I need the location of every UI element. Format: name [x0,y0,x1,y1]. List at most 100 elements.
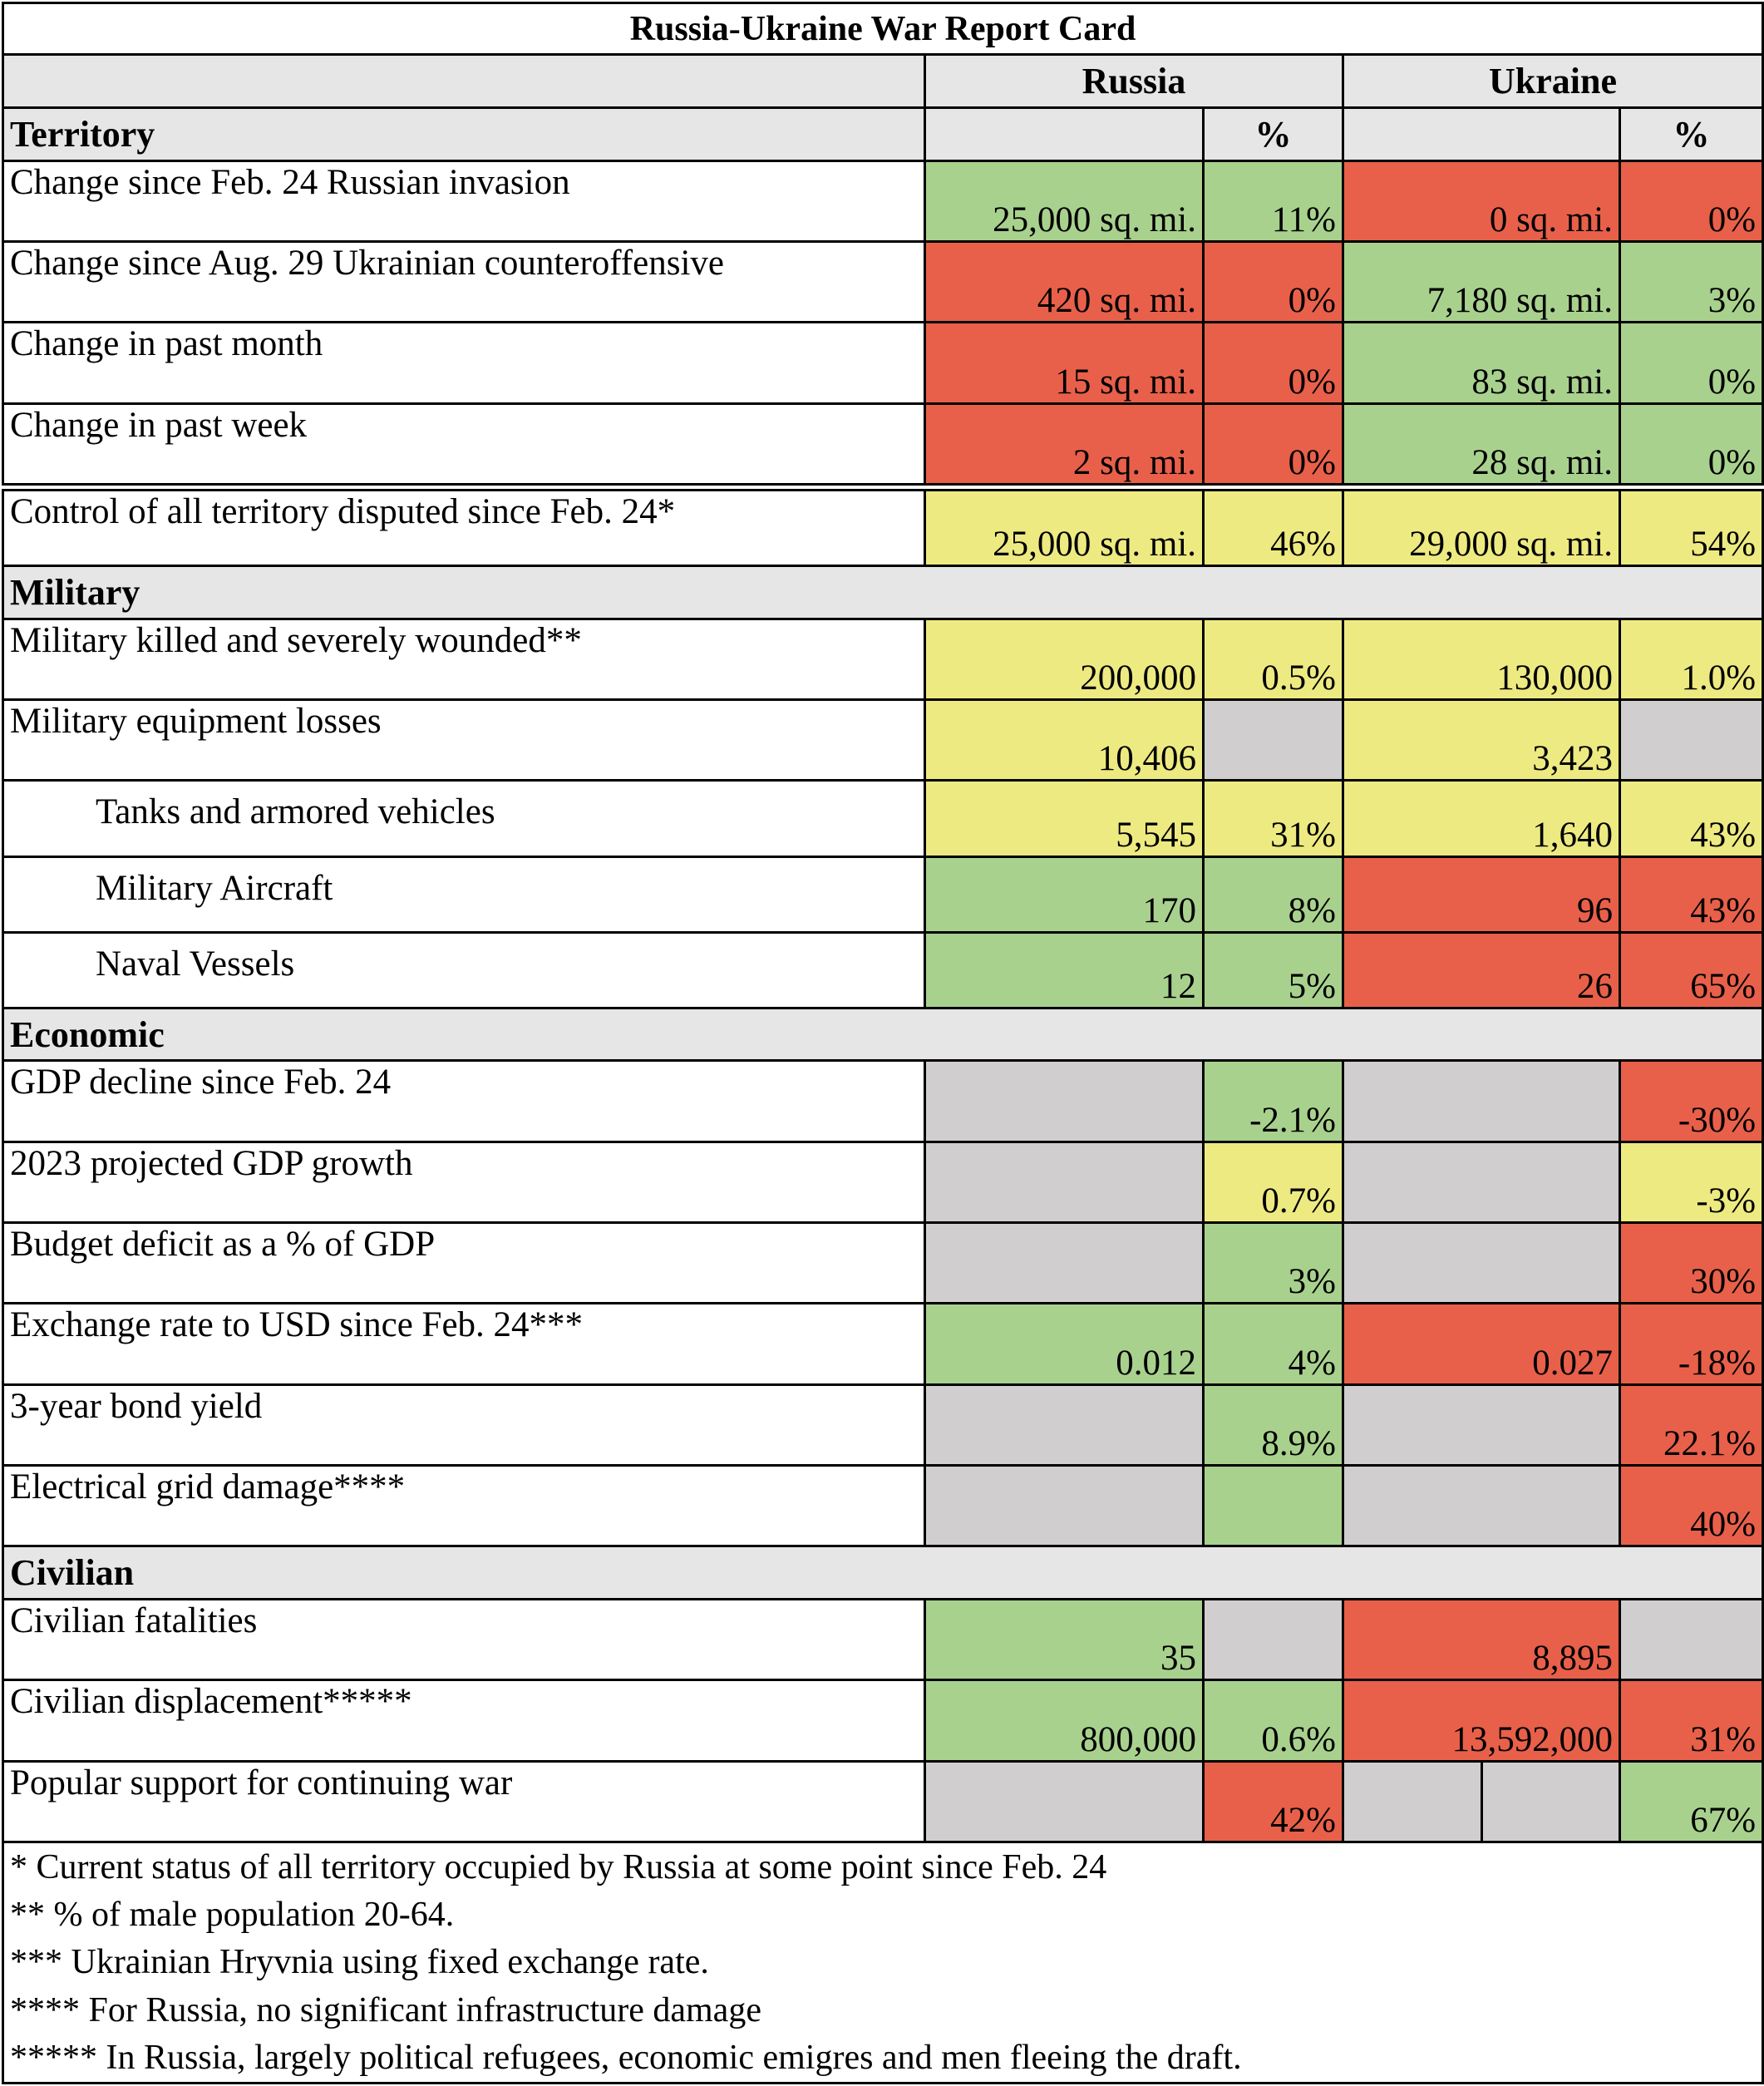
ukraine-value [1342,1221,1621,1305]
footnote: *** Ukrainian Hryvnia using fixed exchan… [1,1938,1764,1986]
russia-value: 12 [924,930,1205,1009]
table-row: Change since Feb. 24 Russian invasion 25… [2,159,1764,243]
row-label: Change in past week [2,402,926,489]
section-military: Military [1,565,1764,620]
title-row: Russia-Ukraine War Report Card [1,1,1764,57]
row-label: Military equipment losses [2,698,926,782]
row-label: Change in past month [2,321,926,405]
ukraine-pct: -30% [1618,1059,1764,1143]
ukraine-pct: 67% [1618,1759,1764,1843]
footnote: ** % of male population 20-64. [1,1891,1764,1939]
table-row: Civilian fatalities 35 8,895 [2,1597,1764,1682]
ukraine-value: 83 sq. mi. [1342,321,1621,405]
ukraine-value: 130,000 [1342,617,1621,702]
russia-value: 420 sq. mi. [924,239,1205,324]
row-label: Tanks and armored vehicles [2,779,926,858]
russia-pct: 0.7% [1202,1140,1344,1225]
section-title: Territory [2,106,926,162]
table-row: Control of all territory disputed since … [2,482,1764,568]
russia-value [924,1221,1205,1305]
russia-header: Russia [924,53,1344,109]
table-row: Civilian displacement***** 800,000 0.6% … [2,1679,1764,1763]
table-row: Military killed and severely wounded** 2… [2,617,1764,702]
table-row: Tanks and armored vehicles 5,545 31% 1,6… [2,779,1764,858]
ukraine-extra-cell [1481,1759,1621,1843]
russia-value: 170 [924,855,1205,934]
table-row: Military Aircraft 170 8% 96 43% [2,855,1764,934]
russia-value [924,1059,1205,1143]
russia-pct [1202,698,1344,782]
ukraine-pct: 43% [1618,855,1764,934]
ukraine-value: 26 [1342,930,1621,1009]
ukraine-value: 0.027 [1342,1302,1621,1386]
russia-pct: 0.6% [1202,1679,1344,1763]
section-civilian: Civilian [1,1545,1764,1600]
russia-pct: 0% [1202,321,1344,405]
row-label: GDP decline since Feb. 24 [2,1059,926,1143]
russia-pct [1202,1597,1344,1682]
russia-pct [1202,1464,1344,1548]
russia-pct: 11% [1202,159,1344,243]
footnote: * Current status of all territory occupi… [1,1840,1764,1891]
table-row: 3-year bond yield 8.9% 22.1% [2,1383,1764,1467]
russia-value-header [924,106,1205,162]
ukraine-value: 96 [1342,855,1621,934]
ukraine-pct [1618,1597,1764,1682]
section-territory: Territory % % [2,106,1764,162]
row-label: Exchange rate to USD since Feb. 24*** [2,1302,926,1386]
header-blank [2,53,926,109]
footnote-row: **** For Russia, no significant infrastr… [1,1986,1764,2034]
ukraine-pct: -18% [1618,1302,1764,1386]
ukraine-value [1342,1140,1621,1225]
table-row: Popular support for continuing war 42% 6… [2,1759,1764,1843]
russia-value: 35 [924,1597,1205,1682]
ukraine-pct: 31% [1618,1679,1764,1763]
russia-value: 25,000 sq. mi. [924,159,1205,243]
ukraine-pct: 22.1% [1618,1383,1764,1467]
footnote-row: ** % of male population 20-64. [1,1891,1764,1939]
ukraine-pct: 0% [1618,321,1764,405]
table-row: GDP decline since Feb. 24 -2.1% -30% [2,1059,1764,1143]
ukraine-pct: 0% [1618,402,1764,489]
ukraine-value: 13,592,000 [1342,1679,1621,1763]
footnote: ***** In Russia, largely political refug… [1,2034,1764,2085]
section-title: Military [1,565,1764,620]
russia-pct: 3% [1202,1221,1344,1305]
country-header-row: Russia Ukraine [2,53,1764,109]
ukraine-value: 1,640 [1342,779,1621,858]
russia-value [924,1759,1205,1843]
russia-value [924,1383,1205,1467]
row-label: Civilian fatalities [2,1597,926,1682]
ukraine-pct: -3% [1618,1140,1764,1225]
russia-value [924,1140,1205,1225]
ukraine-value: 3,423 [1342,698,1621,782]
russia-pct: 31% [1202,779,1344,858]
russia-value: 25,000 sq. mi. [924,482,1205,568]
ukraine-value [1342,1383,1621,1467]
russia-pct: 8% [1202,855,1344,934]
report-title: Russia-Ukraine War Report Card [1,1,1764,57]
row-label: Naval Vessels [2,930,926,1009]
russia-pct: 5% [1202,930,1344,1009]
russia-pct: 0.5% [1202,617,1344,702]
row-label: Electrical grid damage**** [2,1464,926,1548]
russia-pct: -2.1% [1202,1059,1344,1143]
section-economic: Economic [1,1006,1764,1063]
footnote-row: *** Ukrainian Hryvnia using fixed exchan… [1,1938,1764,1986]
russia-pct: 8.9% [1202,1383,1344,1467]
ukraine-value [1342,1059,1621,1143]
row-label: Change since Aug. 29 Ukrainian counterof… [2,239,926,324]
table-row: Change since Aug. 29 Ukrainian counterof… [2,239,1764,324]
table-row: 2023 projected GDP growth 0.7% -3% [2,1140,1764,1225]
table-row: Change in past week 2 sq. mi. 0% 28 sq. … [2,402,1764,489]
russia-value: 200,000 [924,617,1205,702]
row-label: Military Aircraft [2,855,926,934]
ukraine-value [1342,1464,1621,1548]
russia-value: 2 sq. mi. [924,402,1205,489]
russia-value: 10,406 [924,698,1205,782]
footnote: **** For Russia, no significant infrastr… [1,1986,1764,2034]
ukraine-pct: 65% [1618,930,1764,1009]
russia-value: 0.012 [924,1302,1205,1386]
row-label: Control of all territory disputed since … [2,482,926,568]
